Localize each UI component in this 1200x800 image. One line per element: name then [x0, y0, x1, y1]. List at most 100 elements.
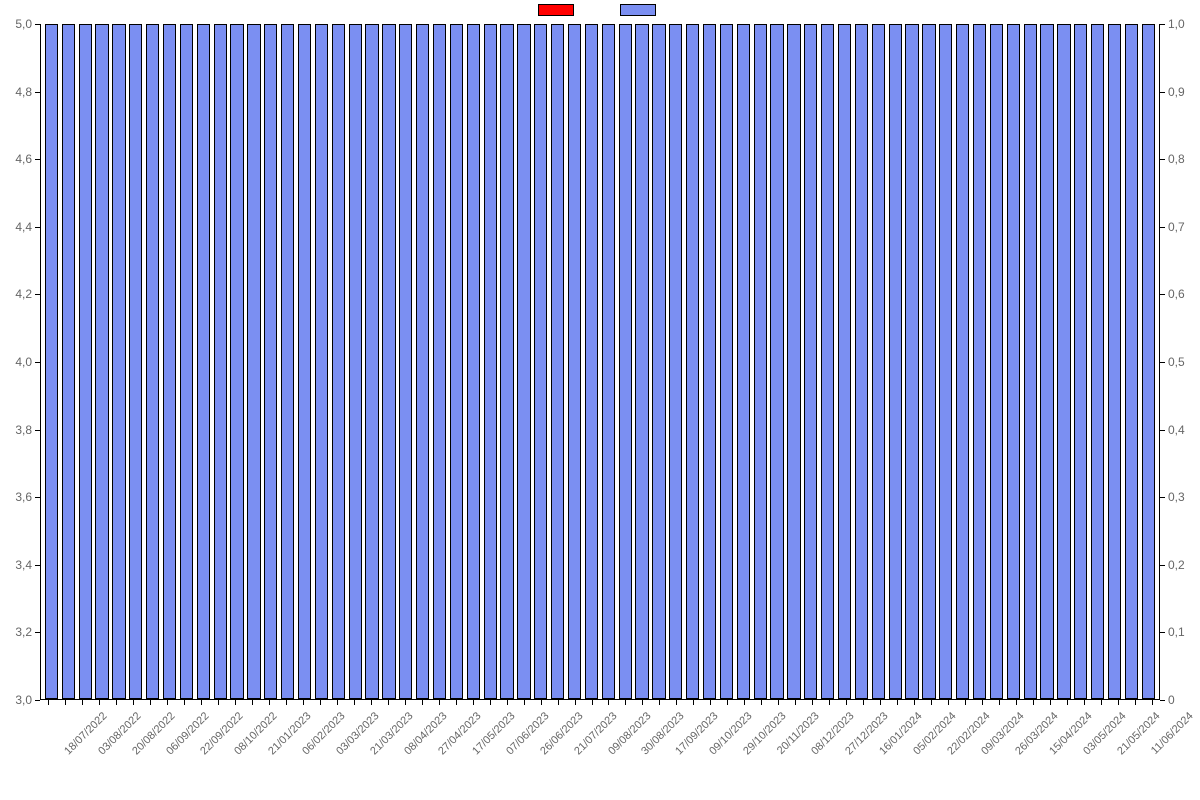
x-tick-mark — [405, 700, 406, 705]
bar-slot — [94, 24, 111, 699]
bar — [1057, 24, 1070, 699]
x-tick-mark — [133, 700, 134, 705]
legend-swatch-0 — [538, 4, 574, 16]
y-left-tick-mark — [35, 700, 40, 701]
x-tick-mark — [948, 700, 949, 705]
bar-slot — [144, 24, 161, 699]
bar — [939, 24, 952, 699]
x-tick-mark — [897, 700, 898, 705]
bar-slot — [735, 24, 752, 699]
bar — [163, 24, 176, 699]
y-left-tick-mark — [35, 24, 40, 25]
bar — [95, 24, 108, 699]
y-left-tick-label: 4,0 — [0, 356, 32, 368]
bar — [855, 24, 868, 699]
bar — [804, 24, 817, 699]
x-tick-mark — [167, 700, 168, 705]
y-left-tick-mark — [35, 227, 40, 228]
y-right-tick-mark — [1160, 362, 1165, 363]
bar-slot — [111, 24, 128, 699]
bar-slot — [583, 24, 600, 699]
x-tick-mark — [608, 700, 609, 705]
bar — [1108, 24, 1121, 699]
bar — [79, 24, 92, 699]
y-left-tick-label: 4,4 — [0, 221, 32, 233]
x-tick-mark — [999, 700, 1000, 705]
bar — [416, 24, 429, 699]
x-tick-mark — [761, 700, 762, 705]
y-right-tick-label: 0,5 — [1168, 356, 1185, 368]
x-tick-mark — [659, 700, 660, 705]
legend-swatch-1 — [620, 4, 656, 16]
bar — [551, 24, 564, 699]
bar-slot — [836, 24, 853, 699]
x-tick-mark — [490, 700, 491, 705]
bar — [787, 24, 800, 699]
bar — [635, 24, 648, 699]
x-tick-mark — [914, 700, 915, 705]
bar — [1024, 24, 1037, 699]
bar-slot — [364, 24, 381, 699]
x-tick-mark — [642, 700, 643, 705]
x-tick-mark — [201, 700, 202, 705]
y-right-tick-mark — [1160, 430, 1165, 431]
y-left-tick-label: 3,4 — [0, 559, 32, 571]
bar — [1074, 24, 1087, 699]
x-tick-mark — [439, 700, 440, 705]
bar — [365, 24, 378, 699]
legend-item-0 — [538, 4, 580, 16]
bar-slot — [718, 24, 735, 699]
y-left-tick-mark — [35, 430, 40, 431]
bar-slot — [921, 24, 938, 699]
bar-slot — [195, 24, 212, 699]
x-tick-mark — [1135, 700, 1136, 705]
x-tick-mark — [795, 700, 796, 705]
plot-area — [40, 24, 1160, 700]
legend — [0, 4, 1200, 16]
bar — [433, 24, 446, 699]
bar — [45, 24, 58, 699]
bar-slot — [1106, 24, 1123, 699]
bar-slot — [769, 24, 786, 699]
y-right-tick-label: 0 — [1168, 694, 1175, 706]
bar-slot — [802, 24, 819, 699]
y-right-tick-mark — [1160, 24, 1165, 25]
bar — [112, 24, 125, 699]
bar — [214, 24, 227, 699]
bar — [281, 24, 294, 699]
x-tick-mark — [592, 700, 593, 705]
x-tick-mark — [116, 700, 117, 705]
bar-slot — [1022, 24, 1039, 699]
bar-slot — [262, 24, 279, 699]
bar — [500, 24, 513, 699]
bar — [1142, 24, 1155, 699]
y-right-tick-label: 0,8 — [1168, 153, 1185, 165]
bar — [602, 24, 615, 699]
y-right-tick-label: 0,2 — [1168, 559, 1185, 571]
x-tick-mark — [456, 700, 457, 705]
bar-slot — [701, 24, 718, 699]
y-right-tick-mark — [1160, 92, 1165, 93]
x-tick-mark — [218, 700, 219, 705]
bar-slot — [414, 24, 431, 699]
y-left-tick-mark — [35, 565, 40, 566]
chart-root: 3,03,23,43,63,84,04,24,44,64,85,0 00,10,… — [0, 0, 1200, 800]
bar-slot — [330, 24, 347, 699]
bar-slot — [296, 24, 313, 699]
bar — [737, 24, 750, 699]
bar — [349, 24, 362, 699]
bar — [568, 24, 581, 699]
bar — [838, 24, 851, 699]
bar — [686, 24, 699, 699]
bar-slot — [634, 24, 651, 699]
x-tick-mark — [269, 700, 270, 705]
bar — [264, 24, 277, 699]
bar-slot — [904, 24, 921, 699]
x-tick-mark — [558, 700, 559, 705]
y-left-tick-mark — [35, 362, 40, 363]
bar — [450, 24, 463, 699]
bar — [956, 24, 969, 699]
bar-slot — [937, 24, 954, 699]
y-left-tick-label: 4,8 — [0, 86, 32, 98]
x-tick-mark — [846, 700, 847, 705]
